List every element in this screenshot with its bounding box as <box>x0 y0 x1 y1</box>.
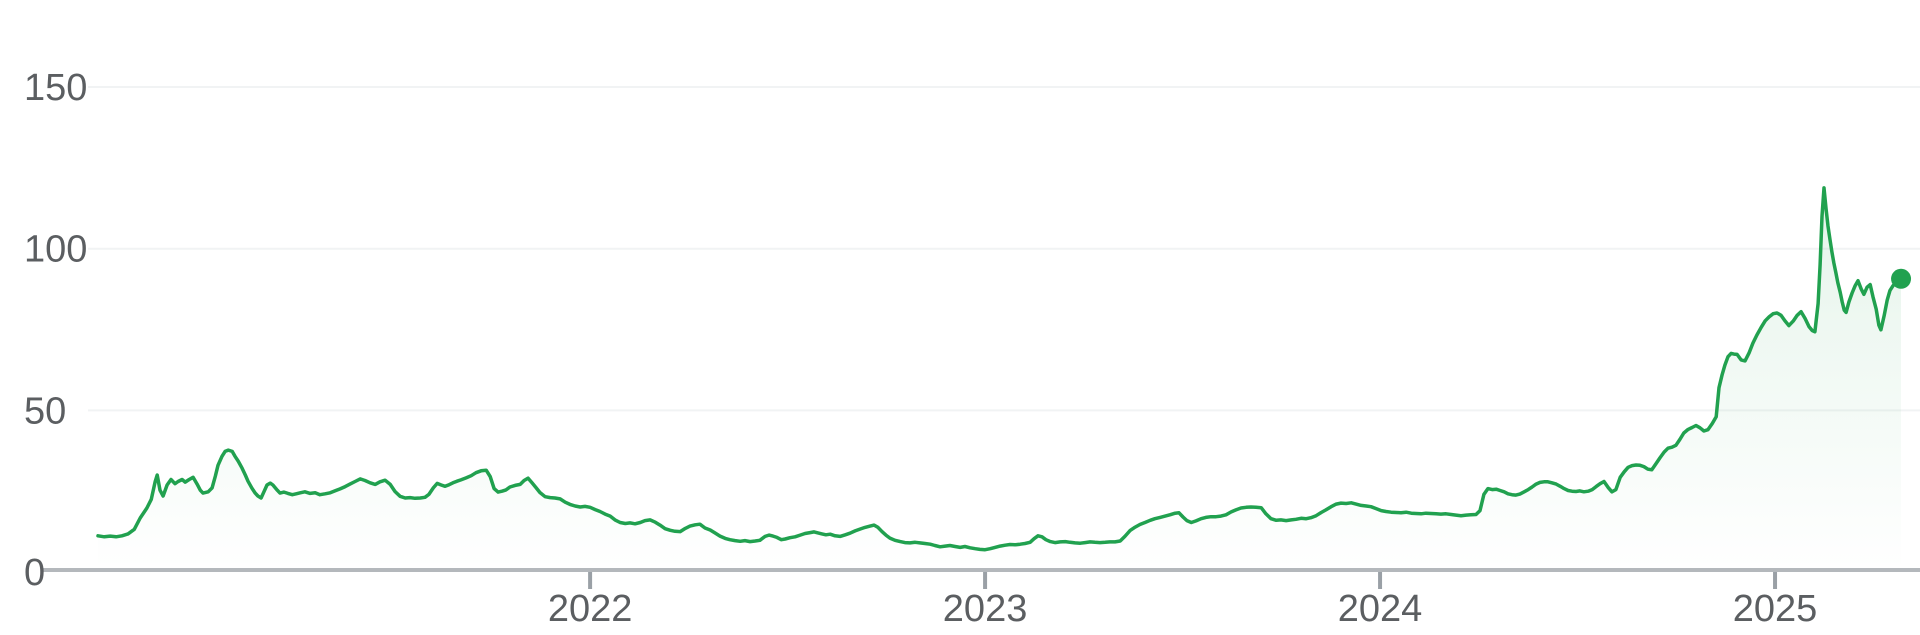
y-axis-label-100: 100 <box>24 229 87 271</box>
price-line <box>96 186 1903 552</box>
y-axis-label-0: 0 <box>24 552 45 594</box>
y-axis-label-150: 150 <box>24 67 87 109</box>
last-price-dot <box>1891 268 1912 289</box>
x-axis-label-2022: 2022 <box>548 588 633 630</box>
x-axis-label-2024: 2024 <box>1338 588 1423 630</box>
x-axis-label-2023: 2023 <box>943 588 1028 630</box>
x-axis-label-2025: 2025 <box>1733 588 1818 630</box>
price-area-fill <box>98 187 1901 570</box>
y-axis-label-50: 50 <box>24 390 66 432</box>
